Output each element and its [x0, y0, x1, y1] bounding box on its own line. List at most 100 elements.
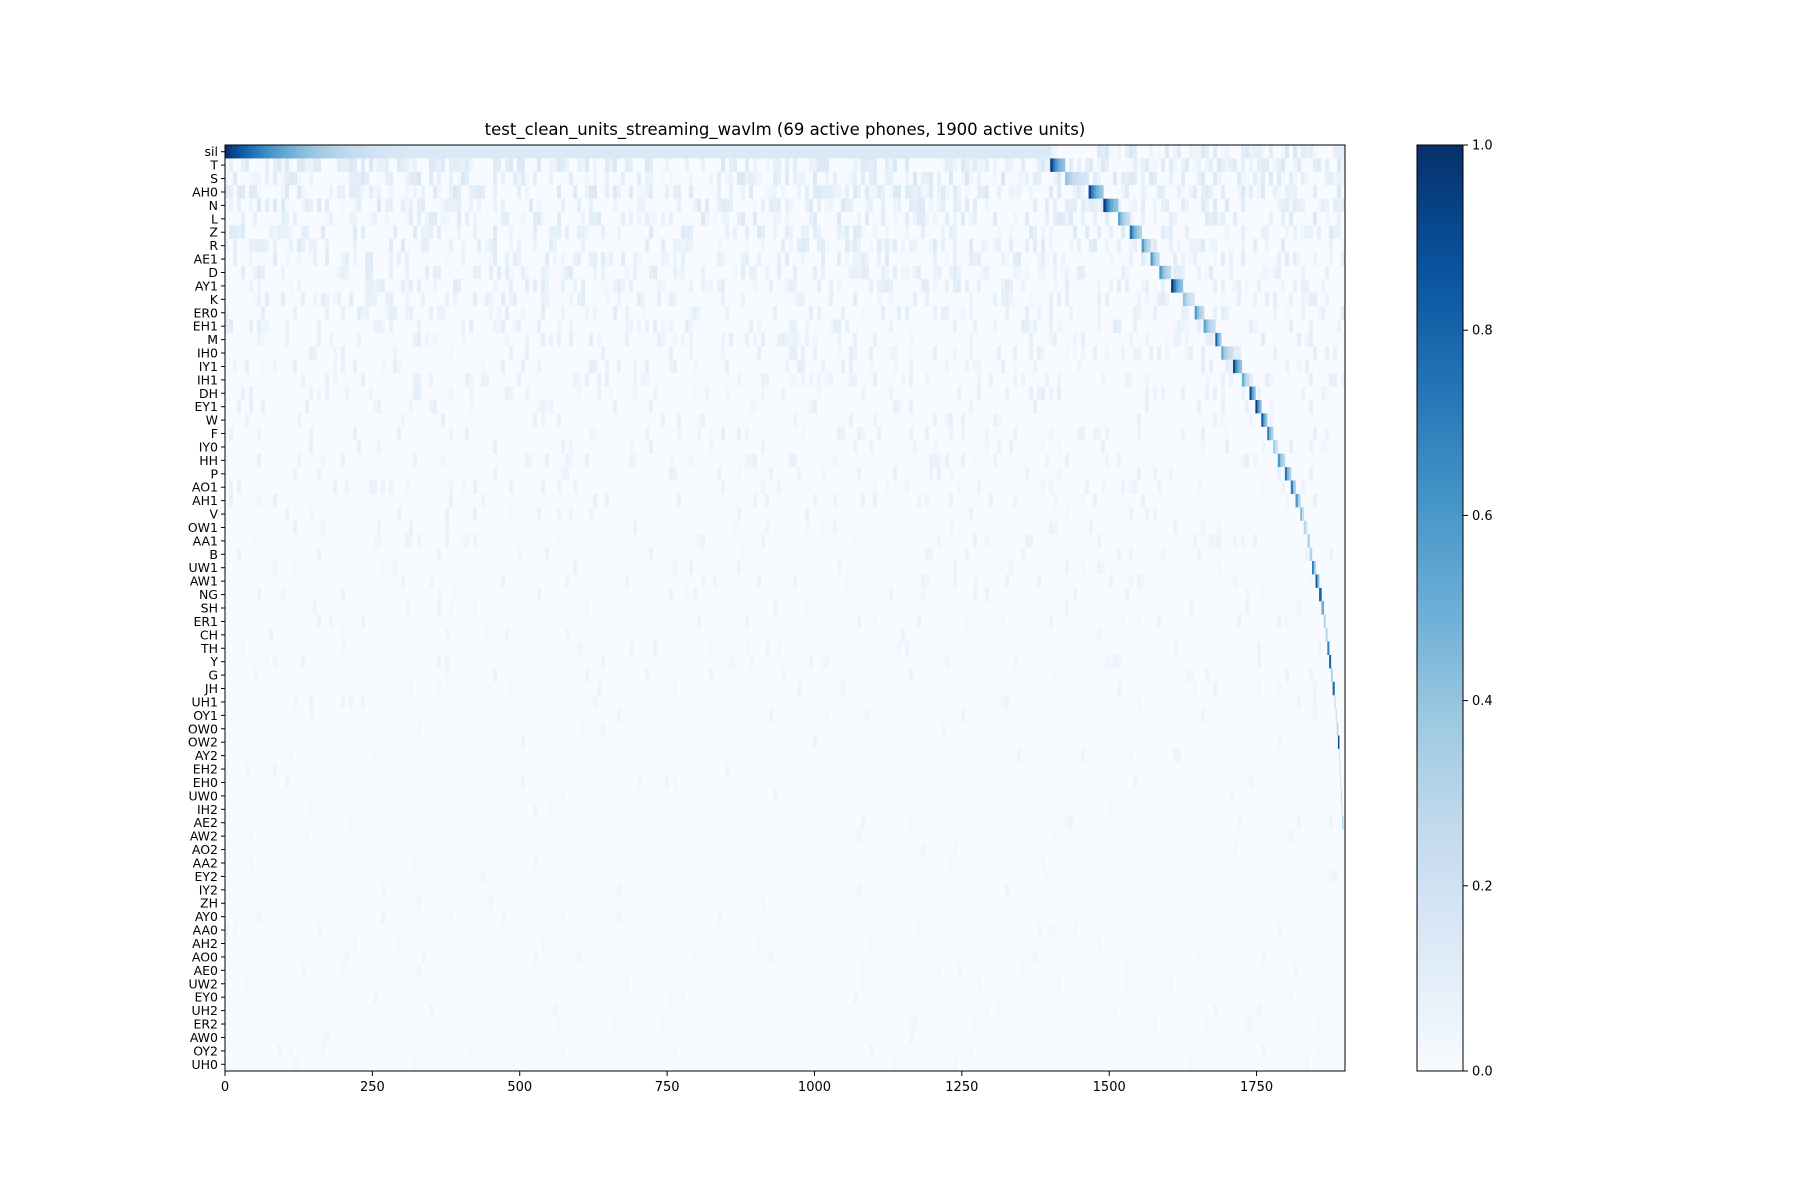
heatmap-cell [793, 158, 797, 172]
heatmap-cell [969, 252, 973, 266]
diagonal-cell-eh0 [1340, 775, 1342, 790]
heatmap-cell [1245, 399, 1249, 414]
heatmap-cell [993, 212, 997, 226]
heatmap-cell [813, 171, 817, 186]
diagonal-cell-r [1148, 238, 1151, 253]
diagonal-cell-sil [746, 145, 749, 159]
heatmap-cell [949, 225, 953, 239]
heatmap-cell [341, 158, 345, 172]
diagonal-cell-t [1050, 158, 1054, 172]
heatmap-cell [965, 198, 969, 213]
heatmap-cell [705, 212, 709, 226]
heatmap-cell [1305, 292, 1309, 307]
heatmap-cell [1057, 373, 1061, 387]
heatmap-cell [837, 252, 841, 266]
heatmap-cell [533, 171, 537, 186]
heatmap-cell [1329, 373, 1333, 387]
heatmap-cell [965, 171, 969, 186]
heatmap-cell [845, 574, 849, 588]
diagonal-cell-iy1 [1237, 359, 1240, 374]
heatmap-cell [1197, 950, 1201, 964]
heatmap-cell [389, 238, 393, 253]
heatmap-cell [1105, 453, 1109, 468]
heatmap-cell [569, 265, 573, 280]
heatmap-cell [313, 292, 317, 307]
heatmap-cell [321, 1030, 325, 1045]
heatmap-cell [801, 426, 805, 441]
diagonal-cell-sil [750, 145, 754, 159]
heatmap-cell [413, 1057, 417, 1071]
heatmap-cell [629, 185, 633, 199]
heatmap-cell [577, 292, 581, 307]
y-tick-label: AA1 [193, 533, 218, 548]
y-tick-label: V [209, 507, 218, 522]
diagonal-cell-sil [1017, 145, 1020, 159]
heatmap-cell [637, 252, 641, 266]
heatmap-cell [1329, 171, 1333, 186]
heatmap-cell [1057, 386, 1061, 400]
heatmap-cell [801, 171, 805, 186]
heatmap-cell [953, 561, 957, 575]
heatmap-cell [841, 359, 845, 374]
heatmap-cell [281, 265, 285, 280]
heatmap-cell [1125, 171, 1129, 186]
heatmap-cell [257, 198, 261, 213]
heatmap-cell [853, 292, 857, 307]
heatmap-cell [1073, 198, 1077, 213]
heatmap-cell [1209, 238, 1213, 253]
y-tick-label: DH [199, 386, 218, 401]
heatmap-cell [233, 923, 237, 937]
heatmap-cell [1265, 158, 1269, 172]
heatmap-cell [1161, 547, 1165, 562]
heatmap-cell [537, 198, 541, 213]
heatmap-cell [377, 279, 381, 293]
heatmap-cell [589, 185, 593, 199]
diagonal-cell-jh [1332, 681, 1335, 696]
heatmap-cell [1201, 145, 1205, 159]
heatmap-cell [953, 574, 957, 588]
diagonal-cell-sil [696, 145, 700, 159]
heatmap-cell [753, 265, 757, 280]
heatmap-cell [1297, 198, 1301, 213]
diagonal-cell-sil [578, 145, 582, 159]
diagonal-cell-ae1 [1152, 252, 1156, 266]
heatmap-cell [701, 574, 705, 588]
chart-title: test_clean_units_streaming_wavlm (69 act… [485, 120, 1086, 140]
heatmap-cell [753, 453, 757, 468]
heatmap-cell [1277, 158, 1281, 172]
heatmap-cell [669, 453, 673, 468]
heatmap-cell [789, 332, 793, 347]
heatmap-cell [309, 171, 313, 186]
heatmap-cell [673, 681, 677, 696]
heatmap-cell [1005, 292, 1009, 307]
heatmap-cell [965, 359, 969, 374]
diagonal-cell-sil [981, 145, 985, 159]
heatmap-cell [1049, 332, 1053, 347]
heatmap-cell [1173, 748, 1177, 763]
heatmap-cell [445, 668, 449, 682]
heatmap-cell [785, 158, 789, 172]
heatmap-cell [801, 292, 805, 307]
heatmap-cell [309, 708, 313, 723]
heatmap-cell [261, 306, 265, 320]
heatmap-cell [1041, 265, 1045, 280]
heatmap-cell [473, 292, 477, 307]
heatmap-cell [857, 883, 861, 897]
heatmap-cell [1261, 171, 1265, 186]
diagonal-cell-sil [946, 145, 950, 159]
heatmap-cell [1113, 171, 1117, 186]
heatmap-cell [321, 1044, 325, 1058]
heatmap-cell [705, 386, 709, 400]
heatmap-cell [417, 373, 421, 387]
heatmap-cell [457, 185, 461, 199]
heatmap-cell [437, 306, 441, 320]
heatmap-cell [297, 1057, 301, 1071]
heatmap-cell [785, 332, 789, 347]
diagonal-cell-sil [677, 145, 681, 159]
heatmap-cell [925, 171, 929, 186]
heatmap-cell [285, 775, 289, 790]
diagonal-cell-sil [868, 145, 872, 159]
heatmap-cell [1305, 145, 1309, 159]
heatmap-cell [697, 534, 701, 548]
heatmap-cell [929, 198, 933, 213]
